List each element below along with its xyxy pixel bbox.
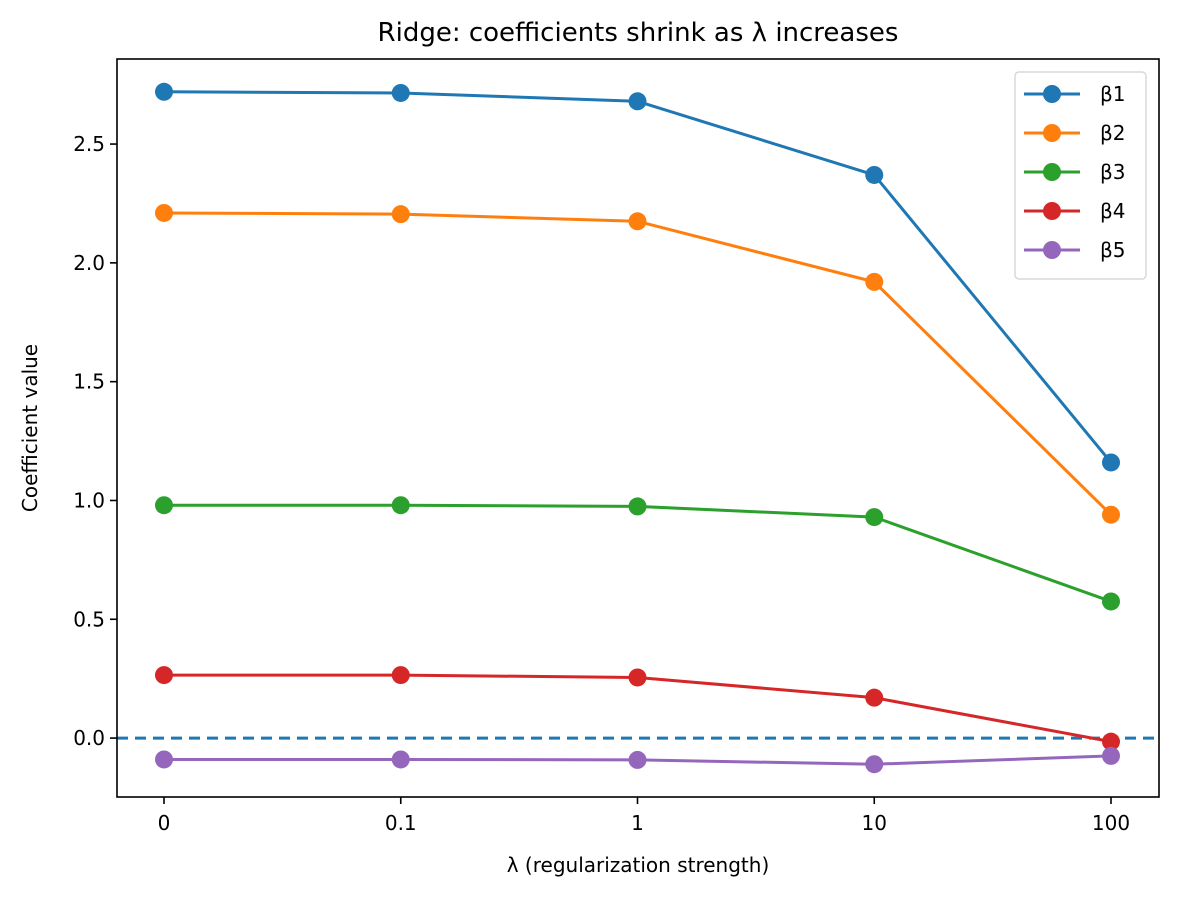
y-axis: 0.0 0.5 1.0 1.5 2.0 2.5 (73, 132, 117, 750)
y-tick-label: 1.5 (73, 370, 105, 394)
series-3 (155, 496, 1120, 611)
x-tick-label: 10 (862, 811, 887, 835)
legend-marker (1043, 241, 1061, 259)
data-point (865, 755, 884, 774)
data-point (391, 83, 410, 102)
x-axis-label: λ (regularization strength) (507, 853, 770, 877)
data-point (1102, 505, 1120, 524)
x-tick-label: 0.1 (385, 811, 417, 835)
legend-item: β1 (1024, 82, 1126, 106)
legend-item: β2 (1024, 121, 1126, 145)
series-2 (155, 203, 1120, 524)
data-point (865, 508, 884, 527)
series-1 (155, 82, 1120, 472)
legend-frame (1014, 71, 1147, 280)
y-tick-label: 1.0 (73, 488, 105, 512)
x-tick-label: 1 (631, 811, 644, 835)
y-axis-label: Coefficient value (18, 344, 42, 512)
data-point (391, 205, 410, 224)
legend-label: β1 (1100, 82, 1126, 106)
legend-label: β5 (1100, 238, 1126, 262)
legend-marker (1043, 202, 1061, 220)
legend-marker (1043, 163, 1061, 181)
data-point (1102, 453, 1120, 472)
data-point (865, 272, 884, 291)
series-line (163, 211, 1113, 516)
y-tick-label: 2.5 (73, 132, 105, 156)
data-point (628, 92, 647, 111)
data-point (1102, 592, 1120, 611)
series-4 (155, 666, 1120, 751)
data-point (628, 668, 647, 687)
series-line (164, 503, 1112, 603)
data-point (865, 688, 884, 707)
y-tick-label: 0.5 (73, 607, 105, 631)
legend-label: β3 (1100, 160, 1126, 184)
legend-marker (1043, 85, 1061, 103)
y-tick-label: 2.0 (73, 251, 105, 275)
data-point (391, 666, 410, 685)
data-point (155, 496, 173, 515)
data-point (155, 666, 173, 685)
data-point (865, 165, 884, 184)
legend-item: β3 (1024, 160, 1126, 184)
data-point (155, 82, 173, 101)
legend-item: β4 (1024, 199, 1126, 223)
plot-area (117, 82, 1159, 774)
data-point (628, 212, 647, 231)
x-tick-label: 100 (1092, 811, 1130, 835)
series-5 (155, 746, 1120, 774)
data-point (1102, 746, 1120, 765)
legend-marker (1043, 124, 1061, 142)
x-tick-label: 0 (158, 811, 171, 835)
x-axis: 0 0.1 1 10 100 (158, 797, 1130, 835)
legend-label: β2 (1100, 121, 1126, 145)
data-point (155, 203, 173, 222)
legend-item: β5 (1024, 238, 1126, 262)
series-line (163, 90, 1113, 464)
legend: β1 β2 β3 β4 β5 (1014, 71, 1147, 280)
data-point (391, 496, 410, 515)
data-point (391, 750, 410, 769)
data-point (1102, 732, 1120, 751)
legend-label: β4 (1100, 199, 1126, 223)
y-tick-label: 0.0 (73, 726, 105, 750)
data-point (628, 750, 647, 769)
data-point (628, 497, 647, 516)
data-point (155, 750, 173, 769)
chart-title: Ridge: coefficients shrink as λ increase… (378, 18, 899, 48)
